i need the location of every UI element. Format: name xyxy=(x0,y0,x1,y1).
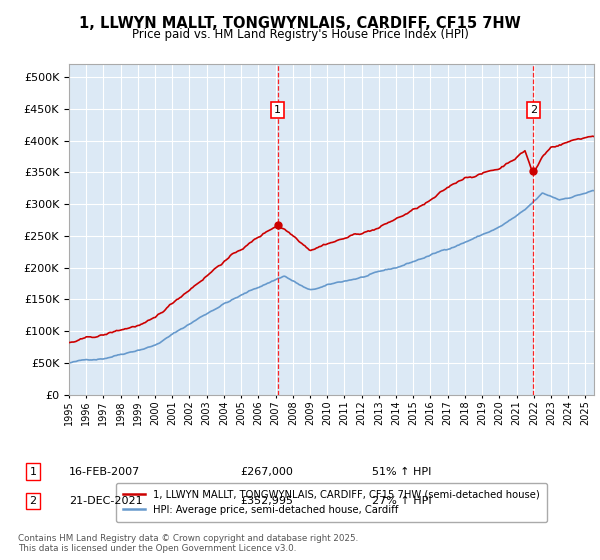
Text: 1, LLWYN MALLT, TONGWYNLAIS, CARDIFF, CF15 7HW: 1, LLWYN MALLT, TONGWYNLAIS, CARDIFF, CF… xyxy=(79,16,521,31)
Text: £267,000: £267,000 xyxy=(240,466,293,477)
Text: £352,995: £352,995 xyxy=(240,496,293,506)
Text: 2: 2 xyxy=(530,105,537,115)
Text: 1: 1 xyxy=(29,466,37,477)
Text: Contains HM Land Registry data © Crown copyright and database right 2025.
This d: Contains HM Land Registry data © Crown c… xyxy=(18,534,358,553)
Text: 1: 1 xyxy=(274,105,281,115)
Text: 21-DEC-2021: 21-DEC-2021 xyxy=(69,496,143,506)
Text: 27% ↑ HPI: 27% ↑ HPI xyxy=(372,496,431,506)
Text: 2: 2 xyxy=(29,496,37,506)
Text: 16-FEB-2007: 16-FEB-2007 xyxy=(69,466,140,477)
Legend: 1, LLWYN MALLT, TONGWYNLAIS, CARDIFF, CF15 7HW (semi-detached house), HPI: Avera: 1, LLWYN MALLT, TONGWYNLAIS, CARDIFF, CF… xyxy=(116,483,547,522)
Text: Price paid vs. HM Land Registry's House Price Index (HPI): Price paid vs. HM Land Registry's House … xyxy=(131,28,469,41)
Text: 51% ↑ HPI: 51% ↑ HPI xyxy=(372,466,431,477)
